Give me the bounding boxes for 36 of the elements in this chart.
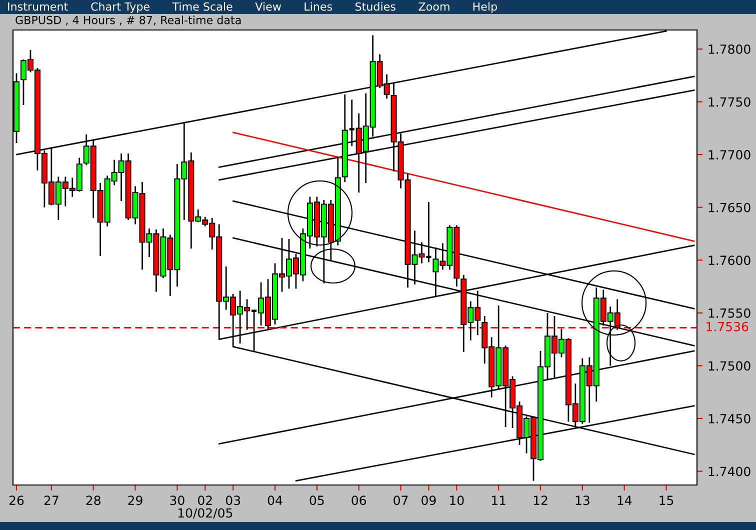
text: View [255,2,282,11]
x-tick-label: 06 [352,496,366,506]
y-tick-label: 1.7600 [708,256,750,266]
text: Studies [355,2,396,11]
x-tick-label: 14 [618,496,632,505]
x-tick-label: 30 [170,496,184,506]
text: Chart Type [91,2,150,13]
y-tick-label: 1.7700 [708,150,750,160]
text: Help [473,2,497,13]
x-tick-label: 26 [9,496,24,506]
x-tick-label: 29 [128,496,142,506]
x-tick-label: 12 [534,496,548,505]
y-tick-label: 1.7750 [708,97,750,107]
text: Time Scale [172,2,232,11]
x-tick-label: 11 [492,496,506,505]
x-tick-label: 04 [268,496,282,506]
chart-title: GBPUSD , 4 Hours , # 87, Real-time data [16,16,241,26]
text: Instrument [8,2,68,11]
x-tick-label: 13 [576,496,590,506]
x-tick-label: 27 [44,496,58,505]
y-tick-label: 1.7450 [708,414,750,424]
x-tick-label: 10 [450,496,464,506]
x-tick-label: 07 [394,496,408,506]
y-tick-label: 1.7550 [708,308,750,318]
y-tick-label: 1.7500 [708,361,750,371]
text: Lines [304,2,332,11]
x-tick-label: 15 [660,496,674,506]
ref-line-label: 1.7536 [706,322,748,332]
y-tick-label: 1.7650 [708,202,750,212]
y-tick-label: 1.7400 [708,466,750,476]
y-tick-label: 1.7800 [708,44,750,54]
text: Zoom [418,2,450,11]
x-tick-label: 03 [226,496,240,506]
x-tick-label: 05 [310,496,324,506]
x-tick-label: 28 [86,496,100,506]
x-tick-label: 09 [422,496,436,506]
